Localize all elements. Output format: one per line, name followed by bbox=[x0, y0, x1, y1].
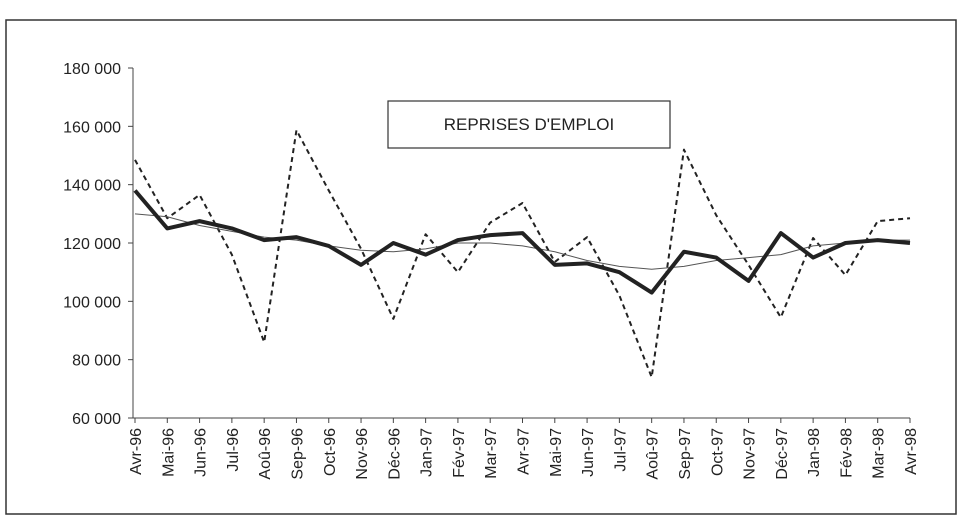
x-tick-label: Mar-97 bbox=[483, 428, 500, 479]
x-tick-label: Sep-97 bbox=[677, 428, 694, 480]
series-line bbox=[134, 213, 910, 270]
x-tick-label: Oct-96 bbox=[322, 428, 339, 476]
x-tick-label: Avr-98 bbox=[903, 428, 920, 475]
y-tick-label: 80 000 bbox=[72, 353, 121, 370]
y-tick-label: 160 000 bbox=[63, 119, 121, 136]
x-tick-label: Fév-98 bbox=[838, 428, 855, 478]
y-tick-label: 140 000 bbox=[63, 178, 121, 195]
x-tick-label: Jun-97 bbox=[580, 428, 597, 477]
x-tick-label: Jan-98 bbox=[806, 428, 823, 477]
x-tick-label: Nov-96 bbox=[354, 428, 371, 480]
x-tick-label: Déc-97 bbox=[774, 428, 791, 480]
x-tick-label: Avr-97 bbox=[516, 428, 533, 475]
title-box bbox=[387, 100, 671, 149]
chart-frame bbox=[5, 19, 957, 515]
y-tick-label: 180 000 bbox=[63, 61, 121, 78]
x-tick-label: Mai-96 bbox=[160, 428, 177, 477]
series-line bbox=[133, 189, 911, 295]
y-tick-label: 120 000 bbox=[63, 236, 121, 253]
x-tick-label: Jan-97 bbox=[419, 428, 436, 477]
y-tick-label: 100 000 bbox=[63, 294, 121, 311]
series-line bbox=[134, 129, 911, 379]
x-tick-label: Avr-96 bbox=[128, 428, 145, 475]
x-tick-label: Mar-98 bbox=[871, 428, 888, 479]
x-tick-label: Jul-96 bbox=[225, 428, 242, 472]
y-tick-label: 60 000 bbox=[72, 411, 121, 428]
x-tick-label: Mai-97 bbox=[548, 428, 565, 477]
x-tick-label: Fév-97 bbox=[451, 428, 468, 478]
x-tick-label: Nov-97 bbox=[742, 428, 759, 480]
x-tick-label: Jun-96 bbox=[193, 428, 210, 477]
x-tick-label: Sep-96 bbox=[289, 428, 306, 480]
x-tick-label: Aoû-97 bbox=[645, 428, 662, 480]
chart-title: REPRISES D'EMPLOI bbox=[444, 115, 614, 134]
x-tick-label: Jul-97 bbox=[612, 428, 629, 472]
x-tick-label: Oct-97 bbox=[709, 428, 726, 476]
x-tick-label: Aoû-96 bbox=[257, 428, 274, 480]
x-tick-label: Déc-96 bbox=[386, 428, 403, 480]
